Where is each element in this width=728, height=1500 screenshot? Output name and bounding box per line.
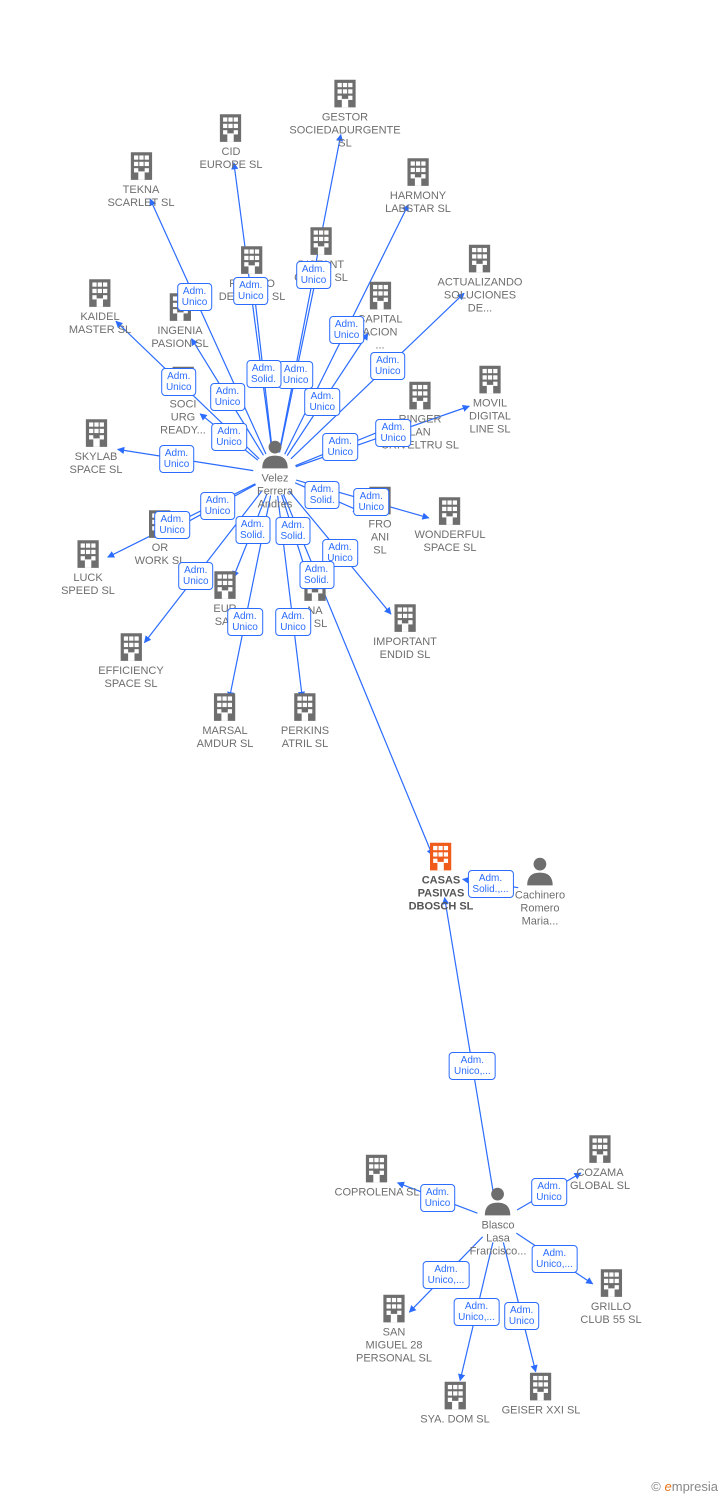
company-hub2-3[interactable]: SAN MIGUEL 28 PERSONAL SL: [356, 1291, 432, 1366]
edge-label: Adm.Unico,...: [453, 1298, 500, 1326]
network-diagram: Velez Ferrera Andres Blasco Lasa Francis…: [0, 0, 728, 1500]
company-hub1-19[interactable]: NA R SL: [298, 569, 332, 631]
edge-label: Adm.Solid.: [246, 360, 281, 388]
company-hub1-10[interactable]: MOVIL DIGITAL LINE SL: [469, 362, 511, 437]
node-label: DISTANT GLEAN SL: [294, 259, 348, 285]
edge-label: Adm.Solid.: [275, 517, 310, 545]
company-hub1-23[interactable]: PERKINS ATRIL SL: [281, 689, 329, 751]
brand-name: mpresia: [672, 1479, 718, 1494]
company-hub1-0[interactable]: GESTOR SOCIEDADURGENTE SL: [285, 76, 405, 151]
edge-label: Adm.Unico: [278, 361, 314, 389]
brand-initial: e: [665, 1479, 672, 1494]
company-hub2-0[interactable]: COPROLENA SL: [335, 1151, 420, 1200]
node-label: SOCI URG READY...: [160, 399, 206, 438]
node-label: TEKNA SCARLET SL: [107, 184, 174, 210]
edge-label: Adm.Unico: [420, 1184, 456, 1212]
node-label: ACTUALIZANDO SOLUCIONES DE...: [438, 277, 523, 316]
node-label: COPROLENA SL: [335, 1187, 420, 1200]
edge-label: Adm.Unico,...: [449, 1052, 496, 1080]
node-label: MARSAL AMDUR SL: [197, 725, 254, 751]
person-hub-2[interactable]: Blasco Lasa Francisco...: [470, 1184, 527, 1259]
node-label: SAN MIGUEL 28 PERSONAL SL: [356, 1327, 432, 1366]
company-hub1-20[interactable]: IMPORTANT ENDID SL: [373, 600, 437, 662]
edge-label: Adm.Unico,...: [531, 1245, 578, 1273]
company-hub2-4[interactable]: GEISER XXI SL: [502, 1369, 581, 1418]
edge-label: Adm.Unico: [370, 352, 406, 380]
node-label: CID EUROPE SL: [200, 146, 263, 172]
company-hub1-14[interactable]: WONDERFUL SPACE SL: [415, 493, 486, 555]
edge-label: Adm.Unico: [304, 388, 340, 416]
edge-label: Adm.Unico: [322, 433, 358, 461]
node-label: LUCK SPEED SL: [61, 572, 115, 598]
company-hub1-11[interactable]: RINGER LAN CRIVELTRU SL: [381, 378, 459, 453]
node-label: Velez Ferrera Andres: [257, 473, 293, 512]
edge-label: Adm.Unico: [200, 492, 236, 520]
company-hub1-22[interactable]: MARSAL AMDUR SL: [197, 689, 254, 751]
edge-label: Adm.Unico: [211, 423, 247, 451]
company-hub2-1[interactable]: COZAMA GLOBAL SL: [570, 1131, 630, 1193]
node-label: CASAS PASIVAS DBOSCH SL: [409, 875, 474, 914]
node-label: EUR SAT: [208, 603, 242, 629]
company-hub1-3[interactable]: HARMONY LABSTAR SL: [385, 154, 451, 216]
edge-label: Adm.Unico: [504, 1302, 540, 1330]
node-label: COZAMA GLOBAL SL: [570, 1167, 630, 1193]
edge-label: Adm.Unico: [159, 445, 195, 473]
company-hub2-2[interactable]: GRILLO CLUB 55 SL: [580, 1265, 641, 1327]
copyright-symbol: ©: [651, 1479, 661, 1494]
company-hub1-16[interactable]: OR WORK SL: [135, 506, 186, 568]
node-label: Cachinero Romero Maria...: [515, 890, 565, 929]
company-hub1-21[interactable]: EFFICIENCY SPACE SL: [98, 629, 163, 691]
company-hub1-6[interactable]: KAIDEL MASTER SL: [69, 275, 131, 337]
node-label: IMPORTANT ENDID SL: [373, 636, 437, 662]
company-hub1-1[interactable]: CID EUROPE SL: [200, 110, 263, 172]
company-hub1-17[interactable]: LUCK SPEED SL: [61, 536, 115, 598]
node-label: GESTOR SOCIEDADURGENTE SL: [285, 112, 405, 151]
node-label: OR WORK SL: [135, 542, 186, 568]
node-label: SYA. DOM SL: [420, 1414, 489, 1427]
node-label: RINGER LAN CRIVELTRU SL: [381, 414, 459, 453]
company-hub1-8[interactable]: ACTUALIZANDO SOLUCIONES DE...: [438, 241, 523, 316]
node-label: KAIDEL MASTER SL: [69, 311, 131, 337]
node-label: HARMONY LABSTAR SL: [385, 190, 451, 216]
node-label: GRILLO CLUB 55 SL: [580, 1301, 641, 1327]
watermark: © empresia: [651, 1479, 718, 1494]
node-label: CAPITAL ACION ...: [357, 314, 402, 353]
company-hub1-12[interactable]: SOCI URG READY...: [160, 363, 206, 438]
person-cachinero[interactable]: Cachinero Romero Maria...: [515, 854, 565, 929]
company-hub1-4[interactable]: DISTANT GLEAN SL: [294, 223, 348, 285]
company-hub1-5[interactable]: FUTURO DEFINITE SL: [219, 242, 286, 304]
company-hub1-2[interactable]: TEKNA SCARLET SL: [107, 148, 174, 210]
person-hub-1[interactable]: Velez Ferrera Andres: [257, 437, 293, 512]
node-label: FRO ANI SL: [363, 519, 397, 558]
node-label: GEISER XXI SL: [502, 1405, 581, 1418]
company-hub1-18[interactable]: EUR SAT: [208, 567, 242, 629]
edge-label: Adm.Unico: [531, 1178, 567, 1206]
edge-label: Adm.Solid.: [305, 481, 340, 509]
node-label: FUTURO DEFINITE SL: [219, 278, 286, 304]
edge-label: Adm.Unico: [210, 383, 246, 411]
edge-label: Adm.Solid.,...: [467, 870, 513, 898]
focal-company[interactable]: CASAS PASIVAS DBOSCH SL: [409, 839, 474, 914]
node-label: MOVIL DIGITAL LINE SL: [469, 398, 511, 437]
node-label: SKYLAB SPACE SL: [70, 451, 123, 477]
node-label: WONDERFUL SPACE SL: [415, 529, 486, 555]
node-label: INGENIA PASION SL: [151, 325, 208, 351]
node-label: EFFICIENCY SPACE SL: [98, 665, 163, 691]
company-hub1-9[interactable]: CAPITAL ACION ...: [357, 278, 402, 353]
edge-label: Adm.Solid.: [235, 516, 270, 544]
company-hub1-13[interactable]: SKYLAB SPACE SL: [70, 415, 123, 477]
node-label: PERKINS ATRIL SL: [281, 725, 329, 751]
company-hub2-5[interactable]: SYA. DOM SL: [420, 1378, 489, 1427]
company-hub1-7[interactable]: INGENIA PASION SL: [151, 289, 208, 351]
company-hub1-15[interactable]: FRO ANI SL: [363, 483, 397, 558]
edge-label: Adm.Unico,...: [423, 1261, 470, 1289]
node-label: Blasco Lasa Francisco...: [470, 1220, 527, 1259]
node-label: NA R SL: [298, 605, 332, 631]
edge-label: Adm.Unico: [322, 539, 358, 567]
